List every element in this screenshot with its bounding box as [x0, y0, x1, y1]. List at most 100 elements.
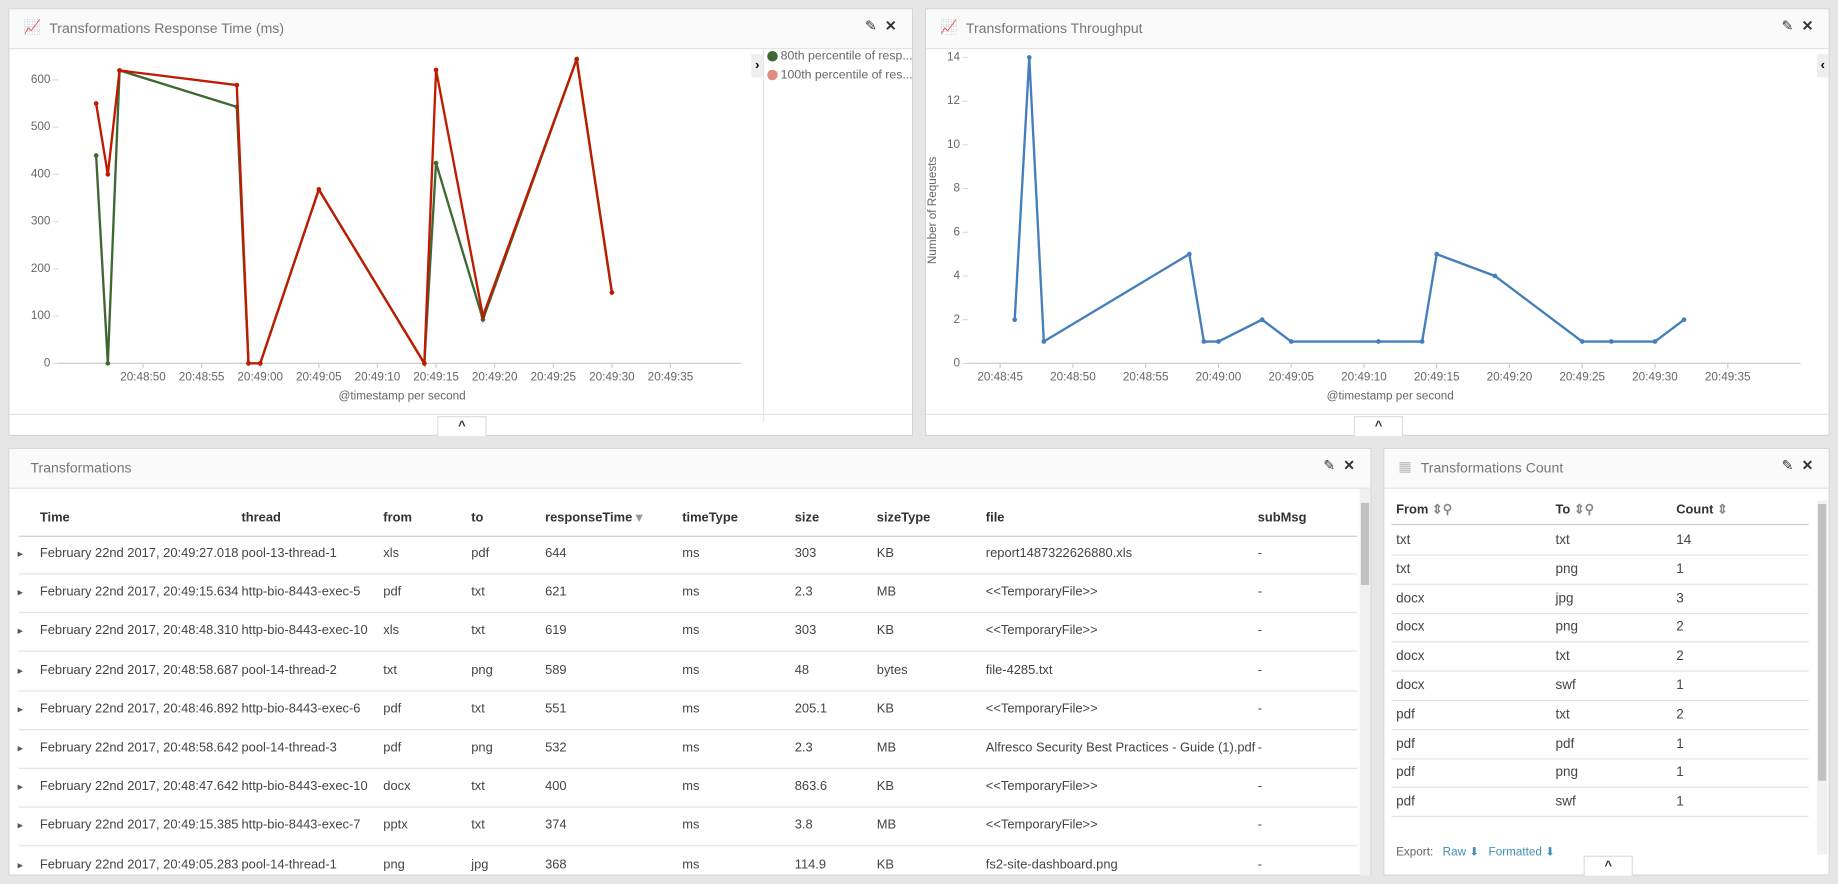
row-separator	[18, 767, 1358, 769]
legend-toggle[interactable]: ‹	[1816, 53, 1829, 78]
column-header[interactable]: from	[383, 511, 412, 526]
scroll-thumb[interactable]	[1360, 502, 1370, 585]
panel-title: Transformations	[30, 459, 132, 476]
download-icon[interactable]: ⬇	[1541, 846, 1556, 860]
table-cell: 589	[545, 662, 567, 678]
table-cell: KB	[876, 624, 895, 639]
column-header[interactable]: to	[471, 511, 484, 526]
panel-header: Transformations ✎ ✕	[9, 448, 1371, 489]
export-link-text[interactable]: Formatted	[1488, 846, 1542, 860]
table-cell: docx	[1396, 591, 1425, 606]
column-header[interactable]: file	[985, 511, 1005, 526]
column-header[interactable]: Count ⇕	[1676, 502, 1728, 517]
expand-arrow[interactable]: ▸	[17, 858, 23, 871]
column-header[interactable]: Time	[39, 511, 70, 526]
table-cell: 532	[545, 740, 567, 755]
row-separator	[1391, 816, 1809, 818]
table-cell: txt	[471, 779, 485, 794]
table-cell: 374	[545, 818, 567, 833]
table-cell: 2	[1676, 649, 1684, 664]
table-cell: -	[1257, 779, 1263, 794]
collapse-button[interactable]: ^	[1583, 855, 1633, 876]
sort-search-icons[interactable]: ⇕⚲	[1428, 502, 1453, 517]
scroll-thumb[interactable]	[1818, 504, 1827, 781]
table-cell: ms	[682, 585, 700, 600]
edit-button[interactable]: ✎	[865, 17, 877, 34]
header-separator	[18, 535, 1358, 537]
row-separator	[18, 612, 1358, 614]
row-separator	[1391, 728, 1809, 731]
table-cell: txt	[1396, 562, 1411, 577]
table-cell: docx	[1396, 649, 1425, 664]
sort-search-icons[interactable]: ⇕	[1713, 502, 1728, 517]
table-cell: png	[383, 857, 405, 872]
table-cell: txt	[1555, 533, 1570, 548]
export-link-text[interactable]: Raw	[1442, 846, 1467, 860]
close-button[interactable]: ✕	[1801, 457, 1814, 474]
sort-icon[interactable]: ▾	[632, 511, 643, 526]
table-cell: ms	[682, 701, 700, 716]
table-cell: png	[471, 662, 493, 678]
close-button[interactable]: ✕	[1343, 457, 1356, 474]
column-header[interactable]: responseTime ▾	[545, 511, 643, 526]
scrollbar[interactable]	[1359, 488, 1371, 876]
expand-arrow[interactable]: ▸	[17, 547, 23, 560]
sort-search-icons[interactable]: ⇕⚲	[1570, 502, 1595, 517]
table-cell: ms	[682, 546, 700, 561]
expand-arrow[interactable]: ▸	[17, 664, 23, 676]
expand-arrow[interactable]: ▸	[17, 625, 23, 637]
edit-button[interactable]: ✎	[1323, 457, 1336, 474]
panel-footer-line	[9, 413, 912, 415]
legend-toggle[interactable]: ›	[751, 53, 764, 78]
table-cell: KB	[876, 701, 895, 716]
table-cell: pool-14-thread-2	[241, 662, 337, 678]
row-separator	[18, 573, 1358, 575]
table-cell: 863.6	[794, 779, 828, 794]
table-cell: KB	[876, 779, 895, 794]
column-header[interactable]: sizeType	[876, 511, 931, 526]
expand-arrow[interactable]: ▸	[17, 780, 23, 793]
export-link[interactable]: Raw ⬇	[1443, 846, 1480, 859]
table-cell: 114.9	[794, 857, 827, 872]
expand-arrow[interactable]: ▸	[17, 741, 23, 754]
table-cell: 368	[545, 857, 567, 872]
collapse-button[interactable]: ^	[437, 416, 487, 437]
edit-button[interactable]: ✎	[1781, 457, 1794, 474]
table-cell: Alfresco Security Best Practices - Guide…	[985, 740, 1256, 755]
table-cell: February 22nd 2017, 20:48:48.310	[39, 624, 239, 639]
download-icon[interactable]: ⬇	[1466, 846, 1480, 860]
edit-button[interactable]: ✎	[1781, 17, 1794, 34]
expand-arrow[interactable]: ▸	[17, 703, 23, 715]
table-cell: 14	[1676, 533, 1692, 548]
close-button[interactable]: ✕	[1801, 17, 1814, 34]
table-cell: <<TemporaryFile>>	[985, 701, 1098, 716]
legend-divider	[763, 49, 765, 422]
table-cell: txt	[383, 662, 397, 678]
table-cell: <<TemporaryFile>>	[985, 818, 1098, 833]
panel-header: 📈 Transformations Response Time (ms) ✎ ✕	[9, 9, 912, 50]
table-cell: swf	[1555, 678, 1576, 693]
table-cell: MB	[876, 818, 897, 833]
scrollbar[interactable]	[1816, 500, 1828, 855]
table-cell: February 22nd 2017, 20:49:05.283	[39, 857, 239, 872]
table-cell: -	[1257, 585, 1263, 600]
table-cell: 1	[1676, 678, 1684, 693]
table-cell: pool-14-thread-1	[241, 857, 337, 872]
table-cell: KB	[876, 546, 895, 561]
table-cell: jpg	[471, 857, 489, 872]
column-header[interactable]: From ⇕⚲	[1396, 502, 1453, 517]
table-cell: pdf	[1555, 736, 1575, 751]
close-button[interactable]: ✕	[884, 17, 897, 34]
expand-arrow[interactable]: ▸	[17, 819, 23, 832]
column-header[interactable]: timeType	[682, 511, 738, 526]
export-link[interactable]: Formatted ⬇	[1489, 846, 1556, 859]
column-header[interactable]: subMsg	[1257, 511, 1307, 526]
table-cell: http-bio-8443-exec-10	[241, 624, 368, 639]
column-header[interactable]: To ⇕⚲	[1555, 502, 1595, 517]
column-header[interactable]: thread	[241, 511, 281, 526]
table-cell: 3.8	[794, 818, 813, 833]
collapse-button[interactable]: ^	[1353, 416, 1404, 437]
column-header[interactable]: size	[794, 511, 820, 526]
table-cell: 551	[545, 701, 567, 716]
expand-arrow[interactable]: ▸	[17, 586, 23, 599]
